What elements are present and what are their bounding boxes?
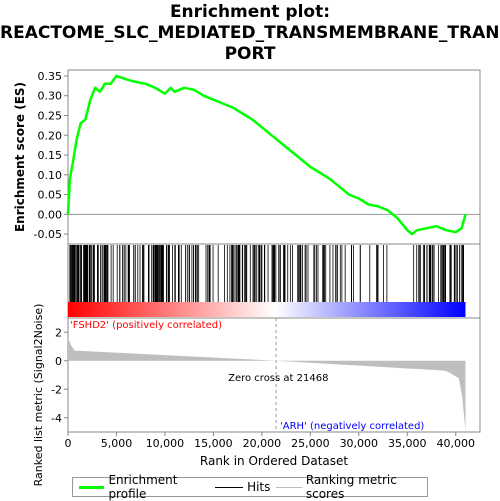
metric-panel-frame: [67, 317, 481, 433]
rank-gradient-bar: [68, 302, 466, 317]
legend-label-hits: Hits: [247, 480, 271, 494]
xtick-label: 15,000: [194, 437, 233, 450]
xtick-label: 20,000: [243, 437, 282, 450]
es-panel-frame: [67, 69, 481, 245]
legend-swatch-ranking: [276, 486, 302, 488]
metric-ytick-label: 2: [55, 326, 62, 339]
es-ytick-label: -0.05: [34, 228, 62, 241]
positive-correlation-label: 'FSHD2' (positively correlated): [70, 320, 222, 331]
es-ytick-label: 0.05: [38, 189, 63, 202]
metric-ytick-label: -4: [51, 412, 62, 425]
xtick-label: 25,000: [291, 437, 330, 450]
legend-item-ranking: Ranking metric scores: [276, 473, 427, 501]
legend-swatch-hits: [215, 486, 244, 488]
es-ytick-label: 0.10: [38, 169, 63, 182]
xtick-label: 40,000: [437, 437, 476, 450]
chart-title-line-1: Enrichment plot:: [169, 2, 331, 22]
ranking-metric-area: [68, 337, 466, 431]
negative-correlation-label: 'ARH' (negatively correlated): [280, 421, 424, 432]
es-ytick-label: 0.00: [38, 208, 63, 221]
xtick-label: 5,000: [101, 437, 133, 450]
xtick-label: 10,000: [146, 437, 185, 450]
xtick-label: 35,000: [388, 437, 427, 450]
legend-label-ranking: Ranking metric scores: [305, 473, 397, 501]
es-ytick-label: 0.25: [38, 109, 63, 122]
enrichment-profile-line: [66, 74, 467, 236]
legend-item-hits: Hits: [215, 480, 270, 494]
hit-marks: [69, 245, 464, 302]
xtick-label: 0: [65, 437, 72, 450]
es-y-axis-label: Enrichment score (ES): [13, 82, 27, 232]
zero-cross-label: Zero cross at 21468: [228, 373, 328, 384]
es-ytick-label: 0.30: [38, 90, 63, 103]
legend-label-enrichment: Enrichment profile: [108, 473, 178, 501]
chart-title-line-2: REACTOME_SLC_MEDIATED_TRANSMEMBRANE_TRAN…: [0, 23, 500, 43]
legend: Enrichment profile Hits Ranking metric s…: [72, 473, 428, 501]
legend-swatch-enrichment: [79, 485, 105, 489]
es-ytick-label: 0.20: [38, 129, 63, 142]
es-ytick-label: 0.15: [38, 149, 63, 162]
xtick-label: 30,000: [340, 437, 379, 450]
metric-y-axis-label: Ranked list metric (Signal2Noise): [32, 304, 45, 487]
metric-ytick-label: 0: [55, 355, 62, 368]
metric-ytick-label: -2: [51, 383, 62, 396]
x-axis-label: Rank in Ordered Dataset: [200, 454, 348, 468]
chart-title-line-3: PORT: [224, 44, 276, 64]
legend-item-enrichment: Enrichment profile: [79, 473, 209, 501]
es-ytick-label: 0.35: [38, 70, 63, 83]
